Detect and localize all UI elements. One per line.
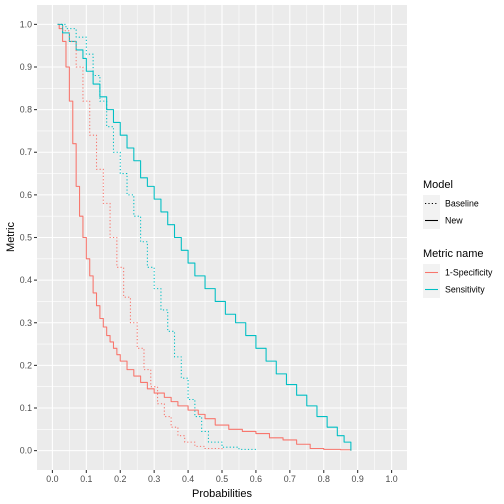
y-axis-title: Metric: [5, 222, 17, 252]
new-sensitivity-line: [57, 23, 352, 451]
y-tick-label: 0.4: [20, 275, 32, 285]
y-tick-label: 0.1: [20, 403, 32, 413]
y-tick-label: 0.0: [20, 446, 32, 456]
y-tick-label: 1.0: [20, 19, 32, 29]
new-1-specificity-line: [57, 23, 352, 451]
y-tick-label: 0.5: [20, 233, 32, 243]
legend-label: Sensitivity: [445, 285, 485, 295]
x-axis: 0.0 0.1 0.2 0.3 0.4 0.5 0.6 0.7 0.8 0.9 1.0: [46, 470, 398, 484]
baseline-sensitivity-line: [57, 23, 257, 451]
x-tick-label: 0.7: [284, 474, 296, 484]
legend-label: 1-Specificity: [445, 268, 493, 278]
x-axis-title: Probabilities: [192, 488, 252, 500]
x-tick-label: 1.0: [385, 474, 397, 484]
legend: Model Baseline New Metric name 1-Specificity…: [423, 179, 493, 298]
series-layer: [57, 23, 352, 451]
y-tick-label: 0.8: [20, 105, 32, 115]
y-axis: 0.0 0.1 0.2 0.3 0.4 0.5 0.6 0.7 0.8 0.9 1.0: [20, 19, 37, 456]
legend-label: New: [445, 216, 463, 226]
x-tick-label: 0.0: [46, 474, 58, 484]
y-tick-label: 0.7: [20, 147, 32, 157]
legend-title: Model: [423, 179, 453, 191]
x-tick-label: 0.1: [80, 474, 92, 484]
x-tick-label: 0.5: [216, 474, 228, 484]
baseline-1-specificity-line: [57, 23, 223, 451]
x-tick-label: 0.2: [114, 474, 126, 484]
y-tick-label: 0.2: [20, 360, 32, 370]
y-tick-label: 0.9: [20, 62, 32, 72]
x-tick-label: 0.4: [182, 474, 194, 484]
y-tick-label: 0.3: [20, 318, 32, 328]
x-tick-label: 0.6: [250, 474, 262, 484]
legend-key-bg: [423, 195, 440, 212]
x-tick-label: 0.9: [352, 474, 364, 484]
x-tick-label: 0.3: [148, 474, 160, 484]
legend-label: Baseline: [445, 199, 479, 209]
y-tick-label: 0.6: [20, 190, 32, 200]
x-tick-label: 0.8: [318, 474, 330, 484]
legend-title: Metric name: [423, 248, 484, 260]
